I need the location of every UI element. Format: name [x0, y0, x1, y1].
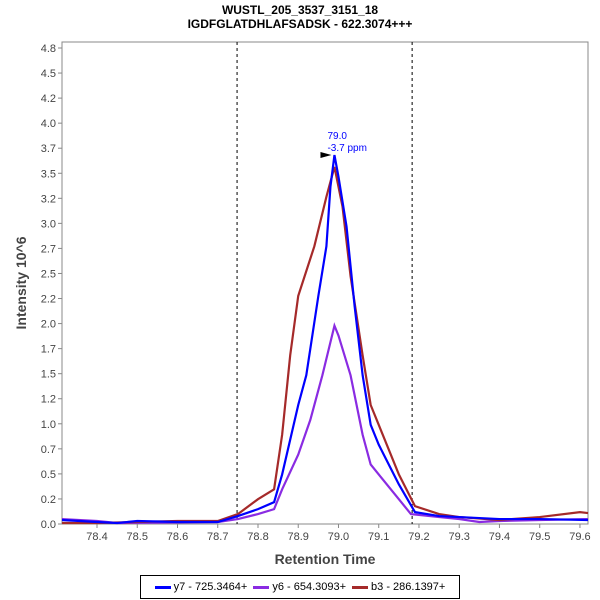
- y-tick-label: 2.7: [41, 243, 56, 255]
- y-tick-label: 0.2: [41, 494, 56, 506]
- y-tick-label: 4.2: [41, 93, 56, 105]
- y-tick-label: 1.7: [41, 344, 56, 356]
- plot-frame: [61, 41, 589, 525]
- y-tick-label: 3.0: [41, 218, 56, 230]
- y-tick-label: 0.7: [41, 444, 56, 456]
- y-tick-label: 2.2: [41, 294, 56, 306]
- chart-subtitle: IGDFGLATDHLAFSADSK - 622.3074+++: [187, 17, 413, 31]
- x-axis-label: Retention Time: [275, 551, 376, 567]
- y-tick-label: 4.8: [41, 43, 56, 55]
- y-tick-label: 0.5: [41, 469, 56, 481]
- y-tick-label: 3.7: [41, 143, 56, 155]
- legend-item: y7 - 725.3464+: [154, 581, 248, 593]
- x-tick-label: 78.9: [288, 531, 309, 543]
- y-tick-label: 1.2: [41, 394, 56, 406]
- x-tick-label: 78.8: [247, 531, 268, 543]
- y-tick-label: 4.5: [41, 68, 56, 80]
- y-tick-label: 2.0: [41, 319, 56, 331]
- chart-title: WUSTL_205_3537_3151_18: [221, 3, 379, 17]
- annotation-rt: 79.0: [327, 131, 347, 142]
- legend-label: b3 - 286.1397+: [371, 581, 446, 593]
- y-tick-label: 1.0: [41, 419, 56, 431]
- x-tick-label: 79.1: [368, 531, 389, 543]
- series-line-y7: [61, 154, 589, 525]
- y-tick-label: 1.5: [41, 369, 56, 381]
- x-tick-label: 79.2: [408, 531, 429, 543]
- legend-swatch: [154, 585, 171, 589]
- x-tick-label: 79.6: [569, 531, 590, 543]
- peak-marker-icon: [320, 152, 332, 159]
- y-tick-label: 2.5: [41, 268, 56, 280]
- y-axis-label: Intensity 10^6: [13, 236, 29, 329]
- legend-item: y6 - 654.3093+: [253, 581, 346, 593]
- y-tick-label: 0.0: [41, 519, 56, 531]
- legend: y7 - 725.3464+ y6 - 654.3093+ b3 - 286.139…: [140, 575, 460, 599]
- x-tick-label: 78.7: [207, 531, 228, 543]
- y-tick-label: 3.2: [41, 193, 56, 205]
- y-tick-label: 3.5: [41, 168, 56, 180]
- x-tick-label: 78.6: [167, 531, 188, 543]
- annotation-ppm: -3.7 ppm: [327, 143, 366, 154]
- legend-swatch: [253, 585, 270, 589]
- series-line-y6: [61, 322, 589, 525]
- legend-item: b3 - 286.1397+: [352, 581, 445, 593]
- x-tick-label: 79.5: [529, 531, 550, 543]
- x-tick-label: 78.4: [86, 531, 107, 543]
- legend-label: y6 - 654.3093+: [272, 581, 347, 593]
- x-tick-label: 79.3: [449, 531, 470, 543]
- legend-label: y7 - 725.3464+: [173, 581, 248, 593]
- x-tick-label: 79.4: [489, 531, 510, 543]
- y-tick-label: 4.0: [41, 118, 56, 130]
- x-tick-label: 78.5: [127, 531, 148, 543]
- x-tick-label: 79.0: [328, 531, 349, 543]
- legend-swatch: [352, 585, 369, 589]
